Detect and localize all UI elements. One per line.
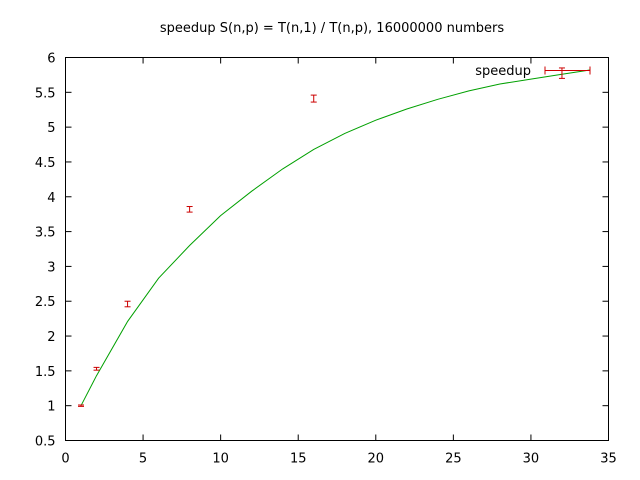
errorbar-point — [124, 300, 131, 308]
errorbar-point — [310, 94, 317, 103]
x-tick-label: 30 — [523, 452, 540, 467]
y-tick-label: 4 — [47, 191, 55, 206]
y-tick-label: 1.5 — [35, 365, 56, 380]
y-tick-label: 1 — [47, 400, 55, 415]
y-tick-label: 6 — [47, 52, 55, 67]
x-tick-label: 15 — [290, 452, 307, 467]
errorbar-point — [93, 366, 100, 371]
x-tick-label: 20 — [368, 452, 385, 467]
y-tick-label: 3 — [47, 260, 55, 275]
legend-sample — [544, 66, 591, 75]
x-tick-label: 0 — [61, 452, 69, 467]
legend-label-speedup: speedup — [475, 64, 531, 79]
errorbar-point — [186, 206, 193, 213]
y-tick-label: 0.5 — [35, 435, 56, 450]
x-tick-label: 25 — [445, 452, 462, 467]
errorbar-layer — [78, 67, 565, 407]
x-tick-label: 10 — [212, 452, 229, 467]
y-tick-label: 2.5 — [35, 295, 56, 310]
x-tick-label: 35 — [600, 452, 617, 467]
fit-line-layer — [80, 69, 590, 406]
errorbar-point — [78, 404, 85, 407]
x-axis: 0 5 10 15 20 25 30 35 — [61, 57, 617, 467]
plot-frame — [65, 57, 609, 441]
y-tick-label: 4.5 — [35, 156, 56, 171]
y-tick-label: 3.5 — [35, 226, 56, 241]
fit-line — [80, 69, 590, 406]
x-tick-label: 5 — [139, 452, 147, 467]
y-tick-label: 2 — [47, 330, 55, 345]
y-axis: 0.5 1 1.5 2 2.5 3 3.5 4 4.5 5 5.5 6 — [35, 52, 609, 450]
errorbar-point — [558, 67, 565, 79]
chart-title: speedup S(n,p) = T(n,1) / T(n,p), 160000… — [160, 21, 504, 36]
y-tick-label: 5 — [47, 121, 55, 136]
legend: speedup — [475, 64, 591, 79]
y-tick-label: 5.5 — [35, 86, 56, 101]
